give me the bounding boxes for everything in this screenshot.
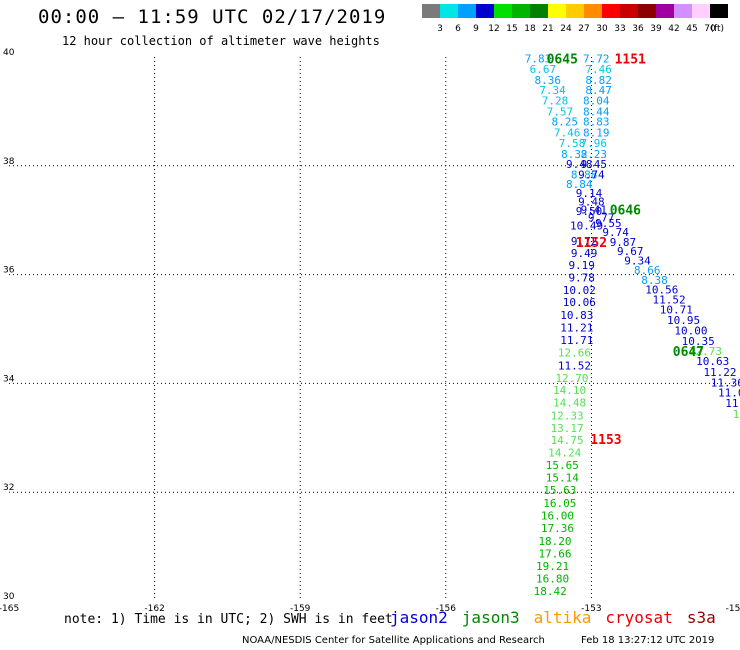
wave-height-label: 14.75 bbox=[551, 434, 584, 447]
satellite-label: altika bbox=[534, 608, 592, 627]
wave-height-label: 9.50 bbox=[576, 205, 603, 218]
note-text: note: 1) Time is in UTC; 2) SWH is in fe… bbox=[64, 612, 393, 627]
wave-height-label: 17.36 bbox=[541, 522, 574, 535]
satellite-label: jason3 bbox=[462, 608, 520, 627]
footer-credit: NOAA/NESDIS Center for Satellite Applica… bbox=[242, 635, 545, 646]
wave-height-label: 12.33 bbox=[551, 409, 584, 422]
wave-height-label: 17.66 bbox=[538, 548, 571, 561]
wave-height-label: 10.49 bbox=[570, 220, 603, 233]
y-tick-label: 36 bbox=[3, 266, 15, 276]
pass-time-label: 1151 bbox=[615, 53, 646, 68]
wave-height-label: 16.05 bbox=[543, 497, 576, 510]
wave-height-label: 16.80 bbox=[536, 573, 569, 586]
wave-height-label: 18.42 bbox=[534, 585, 567, 598]
wave-height-label: 10.06 bbox=[563, 296, 596, 309]
wave-height-label: 9.19 bbox=[568, 259, 595, 272]
satellite-label: s3a bbox=[687, 608, 716, 627]
pass-time-label: 1152 bbox=[576, 236, 607, 251]
y-tick-label: 34 bbox=[3, 374, 15, 384]
wave-height-label: 11.71 bbox=[560, 334, 593, 347]
wave-height-label: 10.83 bbox=[560, 309, 593, 322]
wave-height-label: 15.65 bbox=[546, 459, 579, 472]
wave-height-label: 9.74 bbox=[578, 169, 605, 182]
wave-height-label: 11.52 bbox=[558, 359, 591, 372]
wave-height-label: 12.66 bbox=[558, 346, 591, 359]
x-tick-label: -165 bbox=[0, 604, 19, 614]
wave-height-label: 14.48 bbox=[553, 396, 586, 409]
wave-height-label: 19.21 bbox=[536, 560, 569, 573]
y-tick-label: 38 bbox=[3, 157, 15, 167]
wave-height-label: 15.14 bbox=[546, 472, 579, 485]
satellite-label: jason2 bbox=[390, 608, 448, 627]
wave-height-label: 9.78 bbox=[568, 271, 595, 284]
satellite-legend: jason2 jason3 altika cryosat s3a bbox=[390, 608, 730, 627]
wave-height-label: 15.63 bbox=[543, 484, 576, 497]
wave-height-label: 14.10 bbox=[553, 384, 586, 397]
footer-timestamp: Feb 18 13:27:12 UTC 2019 bbox=[581, 635, 714, 646]
satellite-label: cryosat bbox=[605, 608, 672, 627]
y-tick-label: 32 bbox=[3, 483, 14, 493]
wave-height-label: 11.21 bbox=[560, 321, 593, 334]
pass-time-label: 0647 bbox=[673, 345, 704, 360]
pass-time-label: 0646 bbox=[610, 203, 641, 218]
pass-time-label: 0645 bbox=[547, 53, 578, 68]
wave-height-label: 14.24 bbox=[548, 446, 581, 459]
pass-time-label: 1153 bbox=[590, 433, 621, 448]
y-tick-label: 40 bbox=[3, 48, 15, 58]
wave-height-label: 16.00 bbox=[541, 510, 574, 523]
altimeter-plot: -165 -162 -159 -156 -153 -15303234363840 7.836… bbox=[0, 0, 740, 650]
wave-height-label: 18.20 bbox=[538, 535, 571, 548]
y-tick-label: 30 bbox=[3, 592, 15, 602]
